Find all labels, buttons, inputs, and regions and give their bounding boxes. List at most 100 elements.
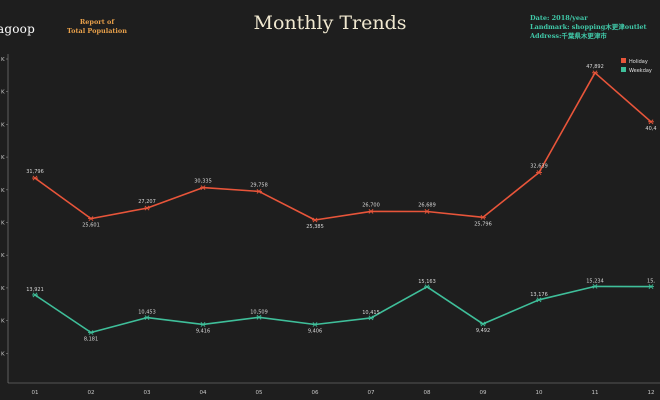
point-marker-stroke xyxy=(32,292,38,298)
data-point-weekday xyxy=(424,284,430,290)
data-point-holiday xyxy=(256,188,262,194)
data-label-holiday: 26,700 xyxy=(362,202,380,208)
series-layer: 31,796 25,601 27,207 30,335 29,758 25,385 26,7… xyxy=(26,64,656,343)
y-tick-label: K xyxy=(1,57,5,63)
point-marker-stroke xyxy=(648,284,654,290)
point-marker-stroke xyxy=(480,321,486,327)
data-label-weekday: 9,416 xyxy=(196,328,210,334)
x-tick-label: 06 xyxy=(312,390,319,396)
data-point-holiday xyxy=(424,209,430,214)
point-marker-stroke xyxy=(312,322,318,327)
data-point-weekday xyxy=(368,315,374,321)
series-line-holiday xyxy=(34,72,652,221)
x-tick-label: 10 xyxy=(536,390,543,396)
y-tick-label: K xyxy=(1,253,5,259)
x-ticks: 01 02 03 04 05 06 07 08 09 10 11 12 xyxy=(32,390,655,396)
data-label-holiday: 25,385 xyxy=(306,224,324,230)
point-marker-stroke xyxy=(592,283,598,289)
data-label-holiday: 26,689 xyxy=(418,202,436,208)
data-point-weekday xyxy=(144,315,150,321)
data-point-holiday xyxy=(592,70,598,76)
data-point-weekday xyxy=(32,292,38,298)
report-line-1: Report of xyxy=(79,18,115,26)
y-tick-label: K xyxy=(1,122,5,128)
data-label-weekday: 15,234 xyxy=(586,278,604,284)
data-point-holiday xyxy=(312,217,318,223)
point-marker-stroke xyxy=(368,315,374,321)
point-marker-stroke xyxy=(592,70,598,76)
x-tick-label: 07 xyxy=(368,390,375,396)
y-tick-label: K xyxy=(1,286,5,292)
x-tick-label: 11 xyxy=(592,390,599,396)
legend-label-weekday: Weekday xyxy=(629,68,652,74)
point-marker-stroke xyxy=(424,284,430,290)
data-label-weekday: 15, xyxy=(647,279,655,285)
data-label-weekday: 15,163 xyxy=(418,279,436,285)
info-date: Date: 2018/year xyxy=(530,14,588,22)
point-marker-stroke xyxy=(312,217,318,223)
chart-title: Monthly Trends xyxy=(253,12,407,34)
brand-logo: agoop xyxy=(0,22,35,36)
data-label-weekday: 9,406 xyxy=(308,328,322,334)
data-point-holiday xyxy=(480,214,486,220)
report-line-2: Total Population xyxy=(67,27,127,35)
x-tick-label: 03 xyxy=(144,390,151,396)
data-label-holiday: 32,639 xyxy=(530,164,548,170)
data-point-holiday xyxy=(200,185,206,191)
info-landmark: Landmark: shopping木更津outlet xyxy=(530,23,647,31)
data-label-holiday: 47,892 xyxy=(586,64,604,70)
point-marker-stroke xyxy=(200,185,206,191)
y-tick-label: K xyxy=(1,90,5,96)
point-marker-stroke xyxy=(88,330,94,335)
x-tick-label: 01 xyxy=(32,390,39,396)
data-label-weekday: 13,176 xyxy=(530,292,548,298)
y-tick-label: K xyxy=(1,221,5,227)
data-point-weekday xyxy=(256,314,262,320)
data-point-weekday xyxy=(648,284,654,290)
report-subtitle: Report of Total Population xyxy=(64,18,130,36)
point-marker-stroke xyxy=(256,314,262,320)
point-marker-stroke xyxy=(256,188,262,194)
data-point-holiday xyxy=(144,205,150,211)
legend-swatch-weekday xyxy=(621,67,626,72)
data-label-weekday: 9,492 xyxy=(476,328,490,334)
point-marker-stroke xyxy=(144,205,150,211)
data-point-holiday xyxy=(368,208,374,214)
data-label-weekday: 10,415 xyxy=(362,310,380,316)
data-label-holiday: 31,796 xyxy=(26,169,44,175)
y-ticks: K K K K K K K K K K xyxy=(1,57,8,357)
y-tick-label: K xyxy=(1,188,5,194)
data-label-weekday: 13,921 xyxy=(26,287,44,293)
point-marker-stroke xyxy=(536,297,542,303)
legend-label-holiday: Holiday xyxy=(629,59,648,65)
y-tick-label: K xyxy=(1,155,5,161)
series-line-weekday xyxy=(34,285,652,334)
point-marker-stroke xyxy=(32,175,38,181)
data-point-holiday xyxy=(32,175,38,181)
data-label-holiday: 27,207 xyxy=(138,199,156,205)
data-point-holiday xyxy=(648,119,654,125)
data-point-weekday xyxy=(312,322,318,327)
point-marker-stroke xyxy=(144,315,150,321)
x-tick-label: 08 xyxy=(424,390,431,396)
data-point-weekday xyxy=(592,283,598,289)
x-tick-label: 04 xyxy=(200,390,207,396)
data-point-weekday xyxy=(88,330,94,335)
info-address: Address:千葉県木更津市 xyxy=(530,32,607,40)
y-tick-label: K xyxy=(1,319,5,325)
point-marker-stroke xyxy=(648,119,654,125)
point-marker-stroke xyxy=(480,214,486,220)
data-label-holiday: 29,758 xyxy=(250,182,268,188)
x-tick-label: 12 xyxy=(648,390,655,396)
data-label-holiday: 30,335 xyxy=(194,179,212,185)
info-panel: Date: 2018/year Landmark: shopping木更津out… xyxy=(530,14,646,41)
x-tick-label: 02 xyxy=(88,390,95,396)
data-label-holiday: 40,4 xyxy=(645,126,656,132)
point-marker-stroke xyxy=(424,209,430,214)
data-label-weekday: 8,181 xyxy=(84,336,98,342)
data-label-holiday: 25,601 xyxy=(82,223,100,229)
point-marker-stroke xyxy=(200,322,206,327)
point-marker-stroke xyxy=(536,170,542,175)
data-label-weekday: 10,453 xyxy=(138,310,156,316)
